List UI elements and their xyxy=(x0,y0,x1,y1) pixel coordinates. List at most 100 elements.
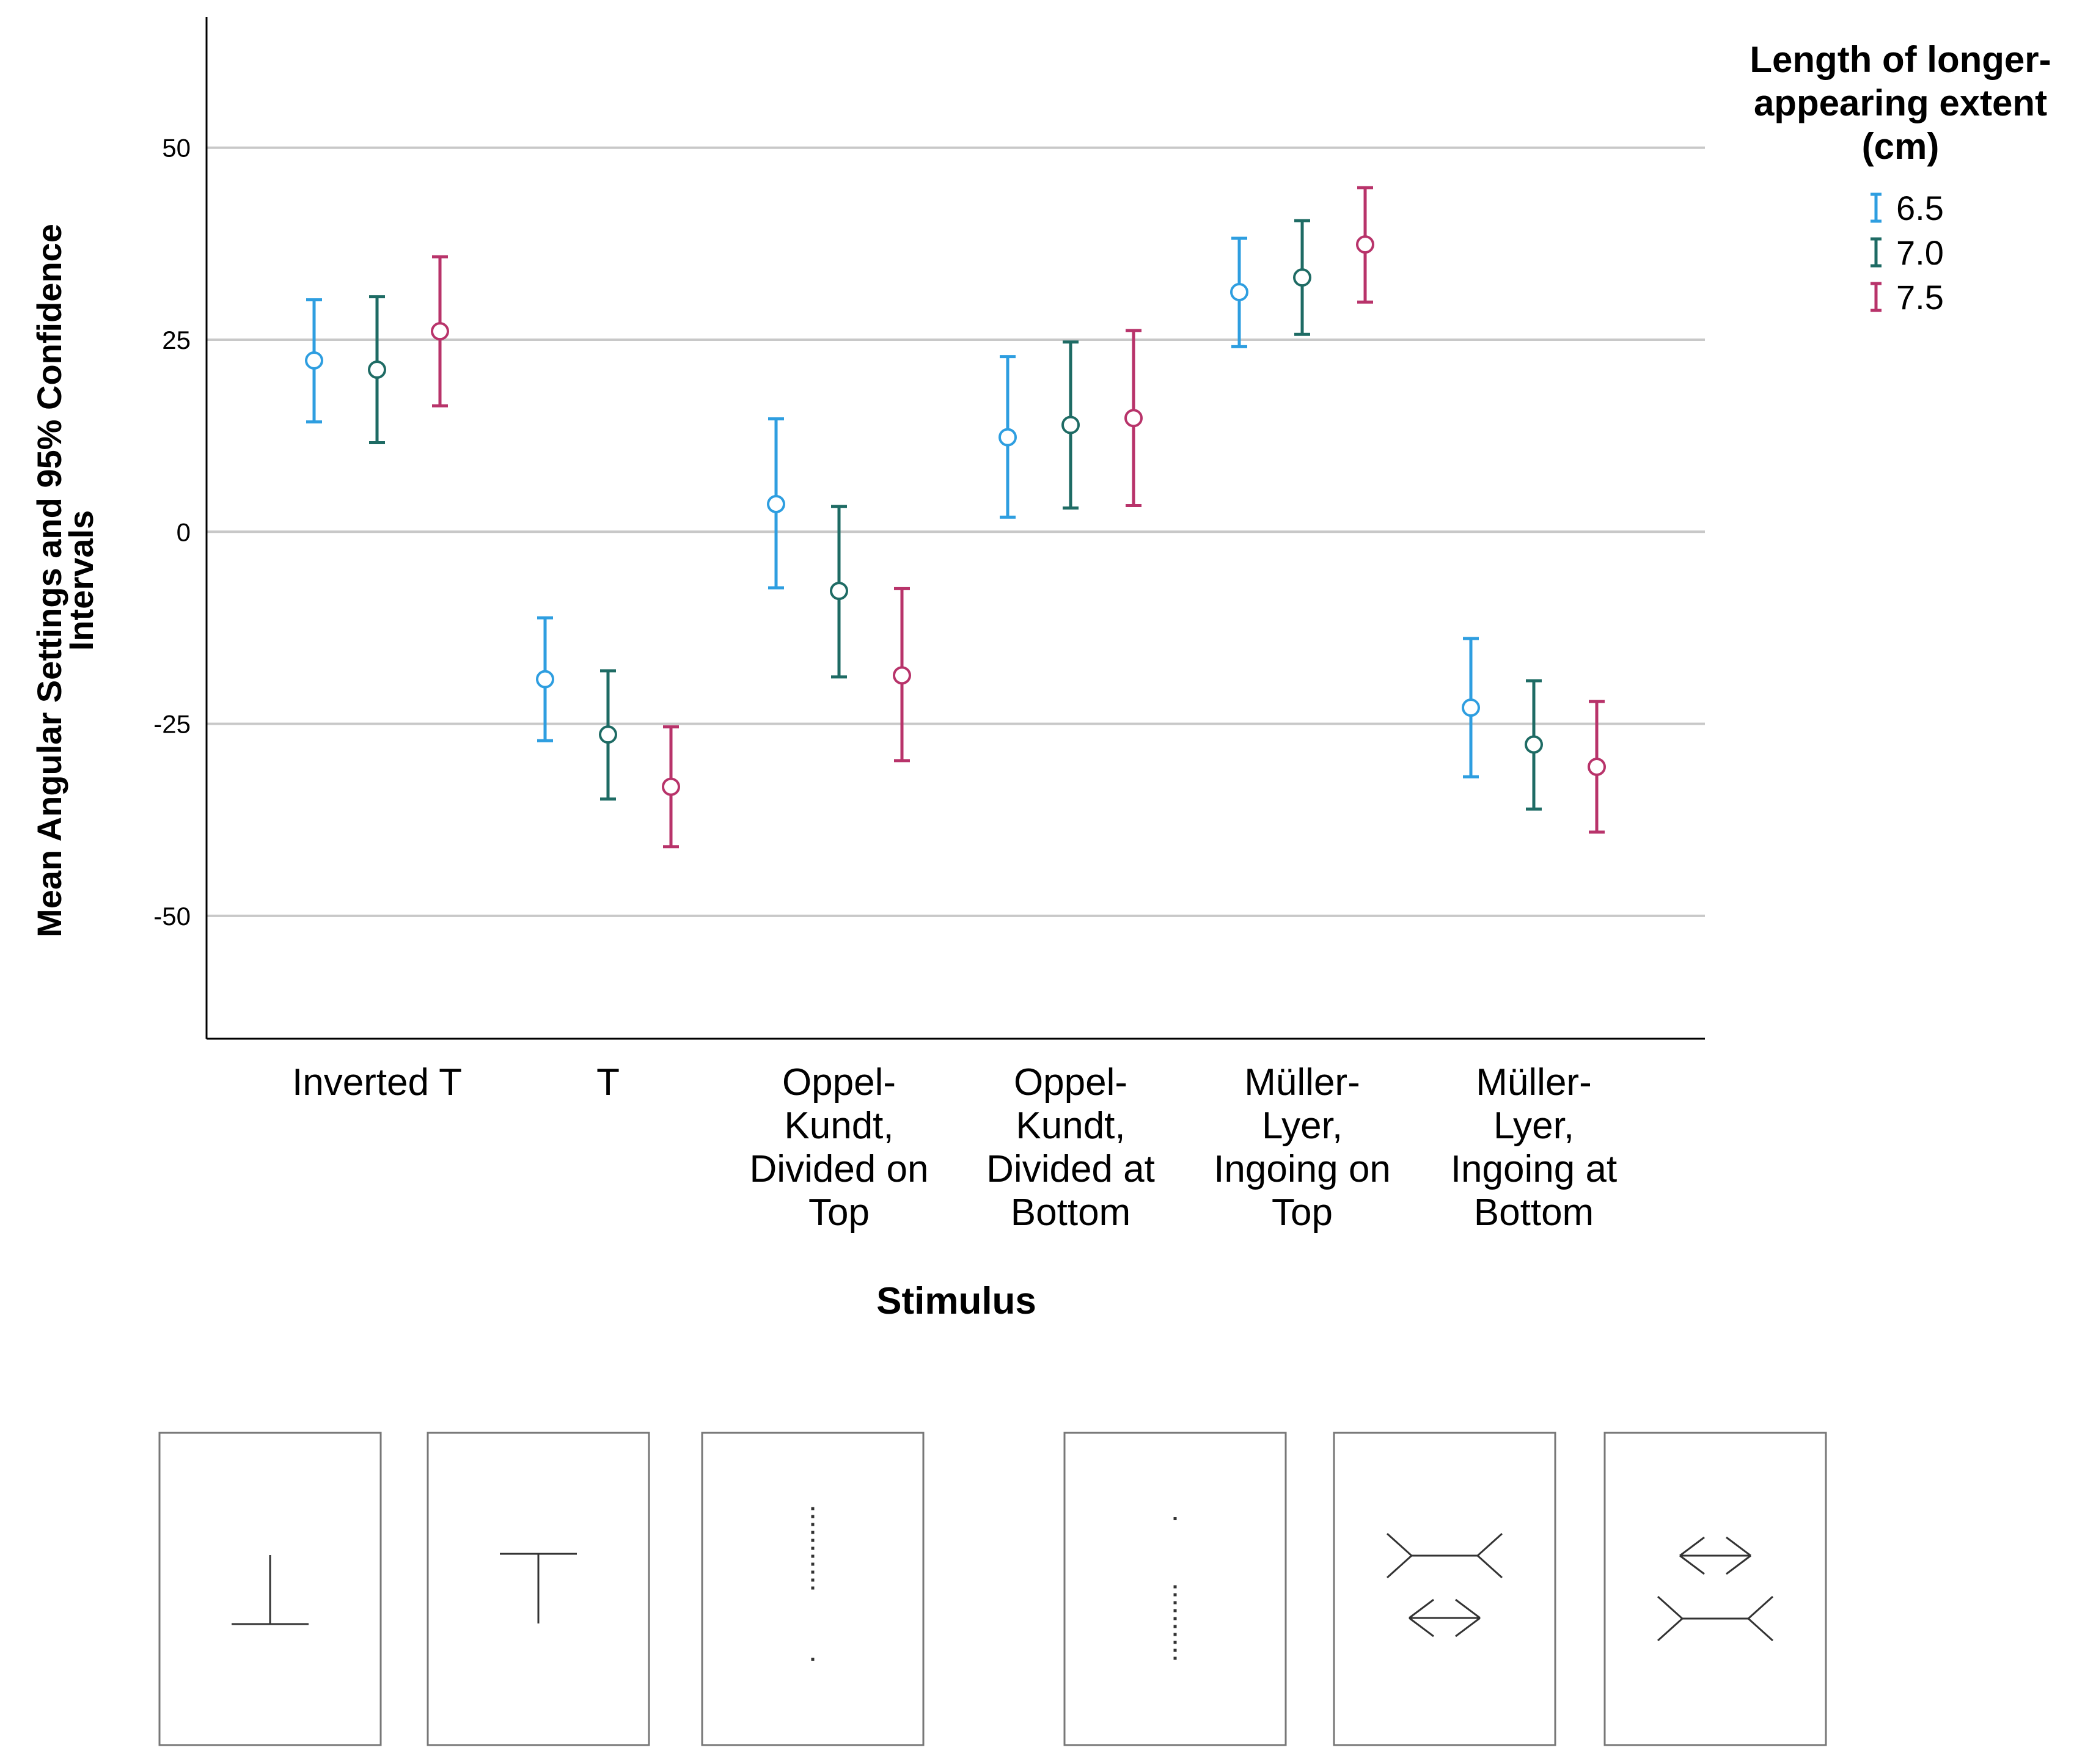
dot xyxy=(1173,1656,1177,1660)
x-category-label: Lyer, xyxy=(1493,1105,1574,1147)
dot xyxy=(1173,1585,1177,1589)
series xyxy=(305,186,1606,849)
x-category-label: Müller- xyxy=(1476,1061,1591,1103)
panel-frame xyxy=(1333,1432,1556,1746)
dot xyxy=(811,1554,815,1558)
legend-title-line: appearing extent xyxy=(1754,82,2047,123)
fin xyxy=(1386,1532,1413,1557)
arrow-fin xyxy=(1455,1598,1481,1619)
mean-point xyxy=(999,428,1017,447)
dot xyxy=(811,1515,815,1518)
dot xyxy=(811,1658,815,1661)
x-category-label: Kundt, xyxy=(1016,1105,1125,1147)
fin xyxy=(1476,1532,1503,1557)
arrow-fin xyxy=(1455,1617,1481,1638)
dot xyxy=(1173,1649,1177,1652)
mean-point xyxy=(1061,415,1080,434)
stimulus-panel-oppel-kundt-divided-bottom: Oppel-Kundt, Divided at Bottom xyxy=(1063,1432,1287,1746)
legend-item: 6.5 xyxy=(1871,189,1944,227)
series-6.5 xyxy=(305,236,1480,778)
mean-point xyxy=(767,495,785,514)
mean-point xyxy=(1525,735,1543,754)
fin xyxy=(1657,1617,1684,1642)
y-tick-label: 0 xyxy=(177,518,191,546)
dot xyxy=(811,1586,815,1590)
legend-title-line: (cm) xyxy=(1862,126,1940,167)
x-category-label: Kundt, xyxy=(784,1105,893,1147)
stimulus-panel-muller-lyer-ingoing-bottom: Müller-Lyer, Ingoing at Bottom xyxy=(1603,1432,1827,1746)
mean-point xyxy=(1124,409,1143,428)
dot xyxy=(1173,1625,1177,1628)
y-tick-label: -50 xyxy=(153,902,191,931)
x-category-label: Divided on xyxy=(750,1148,929,1190)
arrow-fin xyxy=(1679,1554,1705,1575)
y-axis-title-line: Intervals xyxy=(62,510,100,651)
mean-point xyxy=(431,322,449,341)
y-tick-label: 25 xyxy=(162,326,191,354)
axes xyxy=(205,17,1705,1040)
dot xyxy=(811,1539,815,1542)
stimulus-panel-oppel-kundt-divided-top: Oppel-Kundt, Divided on Top xyxy=(701,1432,925,1746)
dot xyxy=(1173,1593,1177,1597)
legend-label: 7.5 xyxy=(1896,278,1944,317)
legend-item: 7.5 xyxy=(1871,278,1944,317)
legend-item: 7.0 xyxy=(1871,233,1944,272)
dot xyxy=(811,1546,815,1550)
x-category-label: T xyxy=(596,1061,620,1103)
y-axis-title: Mean Angular Settings and 95% Confidence… xyxy=(30,224,100,937)
x-category-label: Oppel- xyxy=(1014,1061,1127,1103)
x-category-label: Divided at xyxy=(986,1148,1155,1190)
x-category-label: Oppel- xyxy=(782,1061,896,1103)
fin xyxy=(1747,1617,1774,1642)
stimulus-panel-muller-lyer-ingoing-top: Müller-Lyer, Ingoing on Top xyxy=(1333,1432,1556,1746)
y-axis-title-line: Mean Angular Settings and 95% Confidence xyxy=(30,224,68,937)
fin xyxy=(1476,1554,1503,1579)
mean-point xyxy=(305,351,323,370)
series-7.5 xyxy=(431,186,1606,849)
x-category-label: Ingoing on xyxy=(1214,1148,1391,1190)
dot xyxy=(811,1562,815,1566)
stimulus-panel-t: T xyxy=(427,1432,650,1746)
dot xyxy=(1173,1617,1177,1620)
dot xyxy=(811,1523,815,1526)
mean-point xyxy=(1356,235,1374,254)
legend-title-line: Length of longer- xyxy=(1750,39,2051,80)
legend: Length of longer-appearing extent(cm) 6.5… xyxy=(1750,39,2051,317)
dot xyxy=(811,1578,815,1582)
fin xyxy=(1386,1554,1413,1579)
x-category-labels: Inverted T T Oppel-Kundt,Divided onTopOppe… xyxy=(292,1061,1617,1234)
mean-point xyxy=(368,360,386,379)
arrow-fin xyxy=(1409,1598,1434,1619)
dot xyxy=(1173,1601,1177,1605)
y-tick-label: -25 xyxy=(153,710,191,739)
arrow-fin xyxy=(1409,1617,1434,1638)
x-category-label: Bottom xyxy=(1011,1191,1130,1234)
mean-point xyxy=(893,666,911,685)
arrow-fin xyxy=(1726,1554,1751,1575)
y-tick-label: 50 xyxy=(162,134,191,163)
mean-point xyxy=(662,777,680,796)
mean-point xyxy=(1588,757,1606,776)
stimulus-panel-inverted-t: Inverted T xyxy=(158,1432,382,1746)
fin xyxy=(1747,1595,1774,1620)
grid-lines xyxy=(207,146,1705,917)
dot xyxy=(811,1570,815,1574)
x-category-label: Müller- xyxy=(1244,1061,1360,1103)
mean-point xyxy=(536,670,554,689)
x-category-label: Lyer, xyxy=(1262,1105,1343,1147)
dot xyxy=(1173,1609,1177,1612)
dot xyxy=(1173,1633,1177,1636)
dot xyxy=(811,1531,815,1534)
x-category-label: Top xyxy=(808,1191,870,1234)
mean-point xyxy=(1230,283,1248,302)
panel-frame xyxy=(1063,1432,1287,1746)
x-category-label: Ingoing at xyxy=(1451,1148,1617,1190)
mean-point xyxy=(599,725,617,744)
x-category-label: Top xyxy=(1272,1191,1333,1234)
dot xyxy=(1173,1641,1177,1644)
mean-point xyxy=(1293,268,1311,287)
mean-point xyxy=(830,582,848,601)
